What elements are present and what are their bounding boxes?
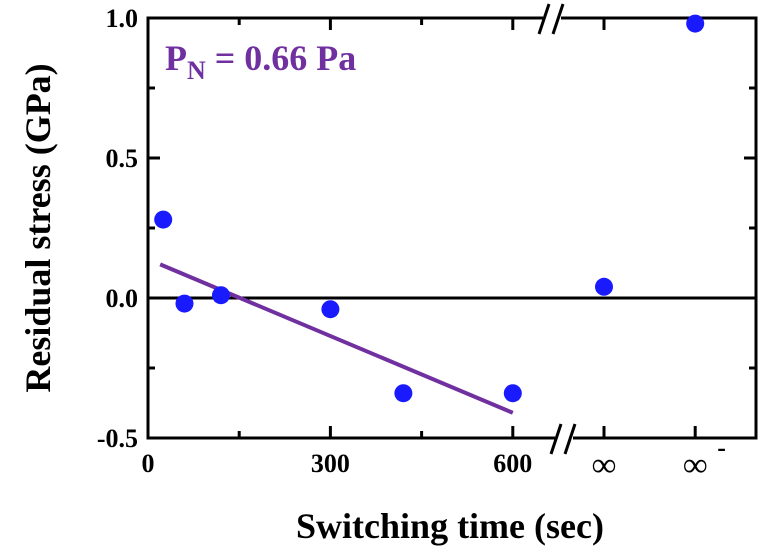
data-point <box>595 277 613 296</box>
annotation-subscript: N <box>187 56 206 85</box>
axis-break-top <box>537 3 565 35</box>
y-axis-title: Residual stress (GPa) <box>18 63 58 392</box>
x-tick-label-superscript: - <box>717 433 726 462</box>
data-point <box>154 210 173 229</box>
y-tick-label: -0.5 <box>97 424 138 453</box>
fit-line <box>159 262 514 415</box>
plot-frame <box>146 16 758 440</box>
y-ticks: 1.0 0.5 0.0 -0.5 <box>97 4 756 453</box>
data-point <box>394 384 413 403</box>
y-tick-label: 0.5 <box>106 144 139 173</box>
x-ticks: 0 300 600 ∞ ∞ - <box>142 18 726 484</box>
x-tick-label: 300 <box>311 449 350 478</box>
y-tick-label: 0.0 <box>106 284 139 313</box>
x-axis-title: Switching time (sec) <box>296 506 604 546</box>
y-tick-label: 1.0 <box>106 4 139 33</box>
x-tick-label-infinity: ∞ <box>592 447 616 484</box>
x-tick-label: 0 <box>142 449 155 478</box>
x-tick-label-infinity: ∞ <box>683 447 707 484</box>
pressure-annotation: PN = 0.66 Pa <box>165 38 356 85</box>
data-point <box>503 384 522 403</box>
annotation-main: P <box>165 38 187 78</box>
data-points <box>154 14 705 403</box>
data-point <box>211 286 230 305</box>
data-point <box>686 14 705 33</box>
annotation-rest: = 0.66 Pa <box>206 38 357 78</box>
axis-break-bottom <box>549 423 577 455</box>
data-point <box>321 300 340 319</box>
data-point <box>175 294 194 313</box>
x-tick-label: 600 <box>493 449 532 478</box>
